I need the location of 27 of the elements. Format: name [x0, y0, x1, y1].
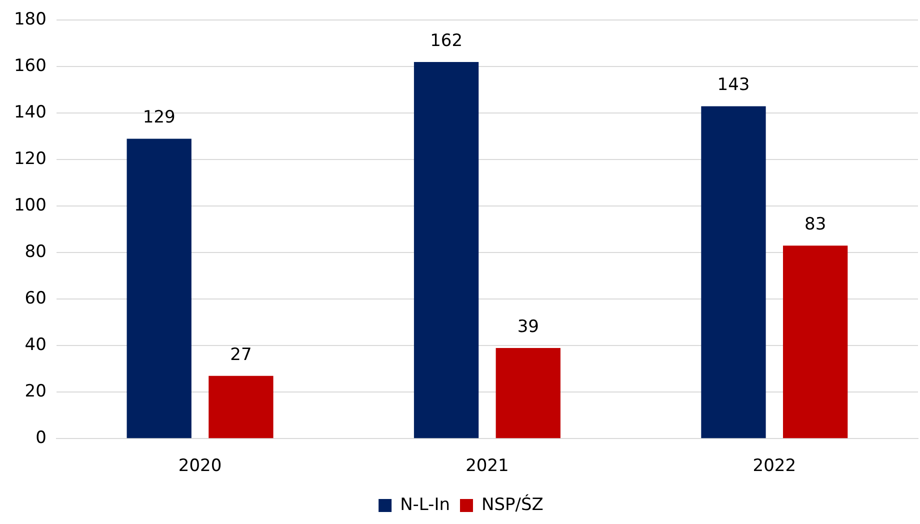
- legend-label: NSP/ŚZ: [482, 494, 544, 515]
- y-tick-label: 0: [36, 428, 46, 448]
- y-tick-label: 180: [14, 10, 46, 30]
- data-label: 129: [142, 108, 176, 128]
- bar: [701, 106, 766, 438]
- y-tick-label: 160: [14, 56, 46, 76]
- bar: [126, 138, 192, 438]
- y-tick-label: 60: [24, 288, 46, 309]
- x-tick-label: 2021: [466, 456, 509, 476]
- bar: [208, 376, 274, 438]
- x-tick-label: 2022: [752, 456, 796, 476]
- y-tick-label: 140: [14, 102, 46, 123]
- data-label: 27: [230, 344, 252, 365]
- legend-label: N-L-In: [400, 494, 450, 515]
- y-tick-label: 120: [14, 149, 46, 170]
- y-tick-label: 80: [24, 242, 46, 262]
- data-label: 143: [717, 75, 750, 96]
- bar: [783, 246, 848, 438]
- x-tick-label: 2020: [178, 456, 222, 476]
- y-tick-label: 100: [14, 196, 46, 216]
- y-tick-label: 20: [24, 382, 46, 402]
- y-tick-label: 40: [24, 335, 46, 356]
- data-label: 39: [517, 316, 539, 337]
- bar: [414, 62, 479, 438]
- bar: [496, 348, 560, 438]
- data-label: 162: [430, 30, 463, 51]
- data-label: 83: [804, 214, 826, 235]
